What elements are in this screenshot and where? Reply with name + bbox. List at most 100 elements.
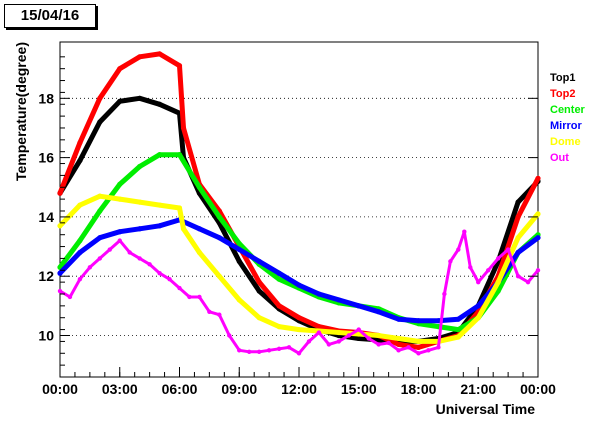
point-dome-24 [515,235,521,241]
point-out-49 [525,279,531,285]
point-out-15 [207,309,212,314]
point-mirror-20 [455,316,461,322]
legend: Top1 Top2 Center Mirror Dome Out [550,72,586,164]
point-out-17 [227,333,232,338]
point-top1-24 [515,199,521,205]
y-tick-label-2: 14 [38,209,54,225]
x-tick-label-5: 15:00 [341,381,377,397]
point-top1-16 [356,335,362,342]
series-line-top1 [57,95,541,344]
point-out-50 [535,268,541,273]
y-axis: 10 12 14 16 18 [38,56,538,366]
point-dome-19 [415,338,422,345]
point-out-13 [187,294,192,300]
point-dome-3 [117,196,123,202]
point-top2-6 [176,63,183,69]
point-top2-4 [137,54,143,60]
point-out-37 [426,348,431,353]
point-dome-23 [495,279,501,285]
point-out-26 [316,330,322,335]
y-axis-title: Temperature(degree) [13,42,29,181]
point-top2-1 [77,140,83,146]
point-center-2 [97,208,103,214]
point-out-24 [296,351,302,356]
point-top2-2 [97,95,103,101]
point-out-22 [276,346,282,352]
point-out-46 [495,256,501,261]
point-out-32 [376,342,381,347]
point-dome-8 [196,249,203,256]
point-top1-4 [137,95,143,101]
point-mirror-16 [376,309,382,315]
y-tick-label-1: 12 [38,268,54,284]
point-dome-13 [296,326,302,333]
point-mirror-15 [356,303,362,309]
point-out-28 [336,339,342,344]
point-out-10 [157,271,162,276]
point-mirror-21 [475,303,481,309]
point-mirror-18 [415,318,422,324]
point-top1-11 [256,288,262,294]
point-out-29 [346,333,351,338]
point-out-7 [127,250,132,255]
x-tick-label-4: 12:00 [281,381,317,397]
point-top2-14 [316,324,322,330]
legend-label-out: Out [550,152,569,164]
point-center-8 [216,214,222,220]
point-top2-7 [180,125,187,131]
point-dome-4 [137,199,143,205]
x-axis-title: Universal Time [436,401,536,417]
point-top2-12 [276,303,282,309]
series-mirror [57,217,541,324]
point-center-3 [117,181,123,187]
point-center-11 [276,276,282,282]
point-mirror-10 [256,258,262,264]
point-out-30 [356,327,361,332]
point-top2-3 [117,66,123,72]
point-mirror-17 [395,316,402,322]
point-out-23 [286,345,292,350]
point-out-12 [177,285,182,291]
legend-label-center: Center [550,104,586,116]
point-dome-15 [336,329,342,336]
point-top2-13 [296,315,302,321]
point-out-47 [505,247,511,252]
series-dome [57,193,541,345]
series-line-dome [57,193,541,344]
point-mirror-13 [316,291,322,297]
point-top1-2 [97,119,103,125]
point-mirror-3 [117,229,123,235]
point-out-20 [256,349,262,355]
point-mirror-9 [236,246,242,253]
point-top1-1 [77,157,83,164]
point-center-9 [236,240,242,247]
point-out-35 [406,345,411,350]
point-top2-25 [535,175,541,181]
chart-title: 15/04/16 [4,4,96,28]
point-out-33 [386,340,391,346]
point-center-20 [455,326,461,333]
point-out-27 [326,342,332,347]
point-top2-24 [515,214,521,220]
point-mirror-2 [97,235,103,241]
point-out-6 [117,238,122,243]
x-tick-label-2: 06:00 [162,381,198,397]
point-mirror-7 [196,226,203,232]
point-dome-18 [395,335,402,342]
point-center-6 [176,152,183,158]
legend-label-top2: Top2 [550,88,575,100]
point-dome-0 [57,223,63,229]
point-out-5 [107,247,112,252]
point-out-44 [476,279,481,285]
point-out-2 [77,276,83,282]
x-tick-label-3: 09:00 [221,381,257,397]
point-out-39 [442,291,447,297]
point-center-22 [495,288,501,294]
point-out-38 [436,345,441,350]
point-top1-3 [117,98,123,104]
point-out-31 [366,336,371,341]
point-dome-7 [180,226,187,232]
point-center-1 [77,238,83,244]
series-out [57,229,541,356]
